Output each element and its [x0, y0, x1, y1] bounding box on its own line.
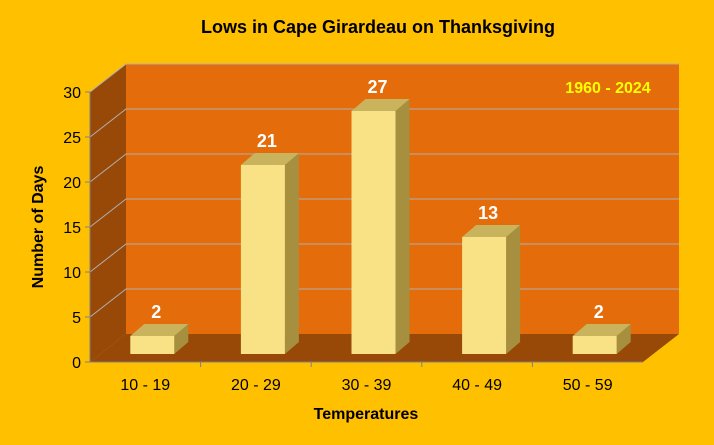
x-tick-label: 50 - 59: [563, 377, 613, 394]
bar-top: [351, 99, 410, 111]
x-tick-label: 10 - 19: [120, 377, 170, 394]
y-tick-label: 15: [63, 220, 81, 237]
gridline: [89, 108, 679, 138]
bar-side: [395, 99, 410, 354]
data-labels: 2 21 27 13 2: [151, 77, 603, 322]
gridline: [89, 63, 679, 93]
bar-top: [462, 225, 521, 237]
data-label: 27: [367, 77, 387, 97]
y-tick-label: 25: [63, 130, 81, 147]
date-range-annotation: 1960 - 2024: [565, 80, 651, 97]
chart-title: Lows in Cape Girardeau on Thanksgiving: [201, 17, 555, 37]
y-tick-label: 20: [63, 175, 81, 192]
bar: [130, 336, 175, 354]
x-axis-label: Temperatures: [314, 406, 419, 423]
bar-side: [174, 324, 189, 354]
x-tick-label: 20 - 29: [231, 377, 281, 394]
data-label: 21: [257, 131, 277, 151]
bar-top: [240, 153, 299, 165]
y-tick-label: 0: [72, 355, 81, 372]
y-axis-ticks: 0 5 10 15 20 25 30: [63, 85, 91, 372]
x-tick-label: 30 - 39: [342, 377, 392, 394]
bar-side: [284, 153, 299, 354]
y-tick-label: 10: [63, 265, 81, 282]
bar: [240, 165, 285, 354]
gridline: [89, 198, 679, 228]
y-tick-label: 30: [63, 85, 81, 102]
data-label: 2: [594, 302, 604, 322]
x-axis-ticks: 10 - 19 20 - 29 30 - 39 40 - 49 50 - 59: [90, 361, 643, 394]
bar-side: [506, 225, 521, 354]
bar: [572, 336, 617, 354]
x-tick-label: 40 - 49: [452, 377, 502, 394]
bar-side: [616, 324, 631, 354]
data-label: 2: [151, 302, 161, 322]
bar-top: [130, 324, 189, 336]
data-label: 13: [478, 203, 498, 223]
bar: [351, 111, 396, 354]
bars: [130, 99, 631, 354]
bar-top: [572, 324, 631, 336]
y-tick-label: 5: [72, 310, 81, 327]
y-axis-label: Number of Days: [30, 166, 47, 289]
gridline: [89, 153, 679, 183]
bar: [462, 237, 507, 354]
